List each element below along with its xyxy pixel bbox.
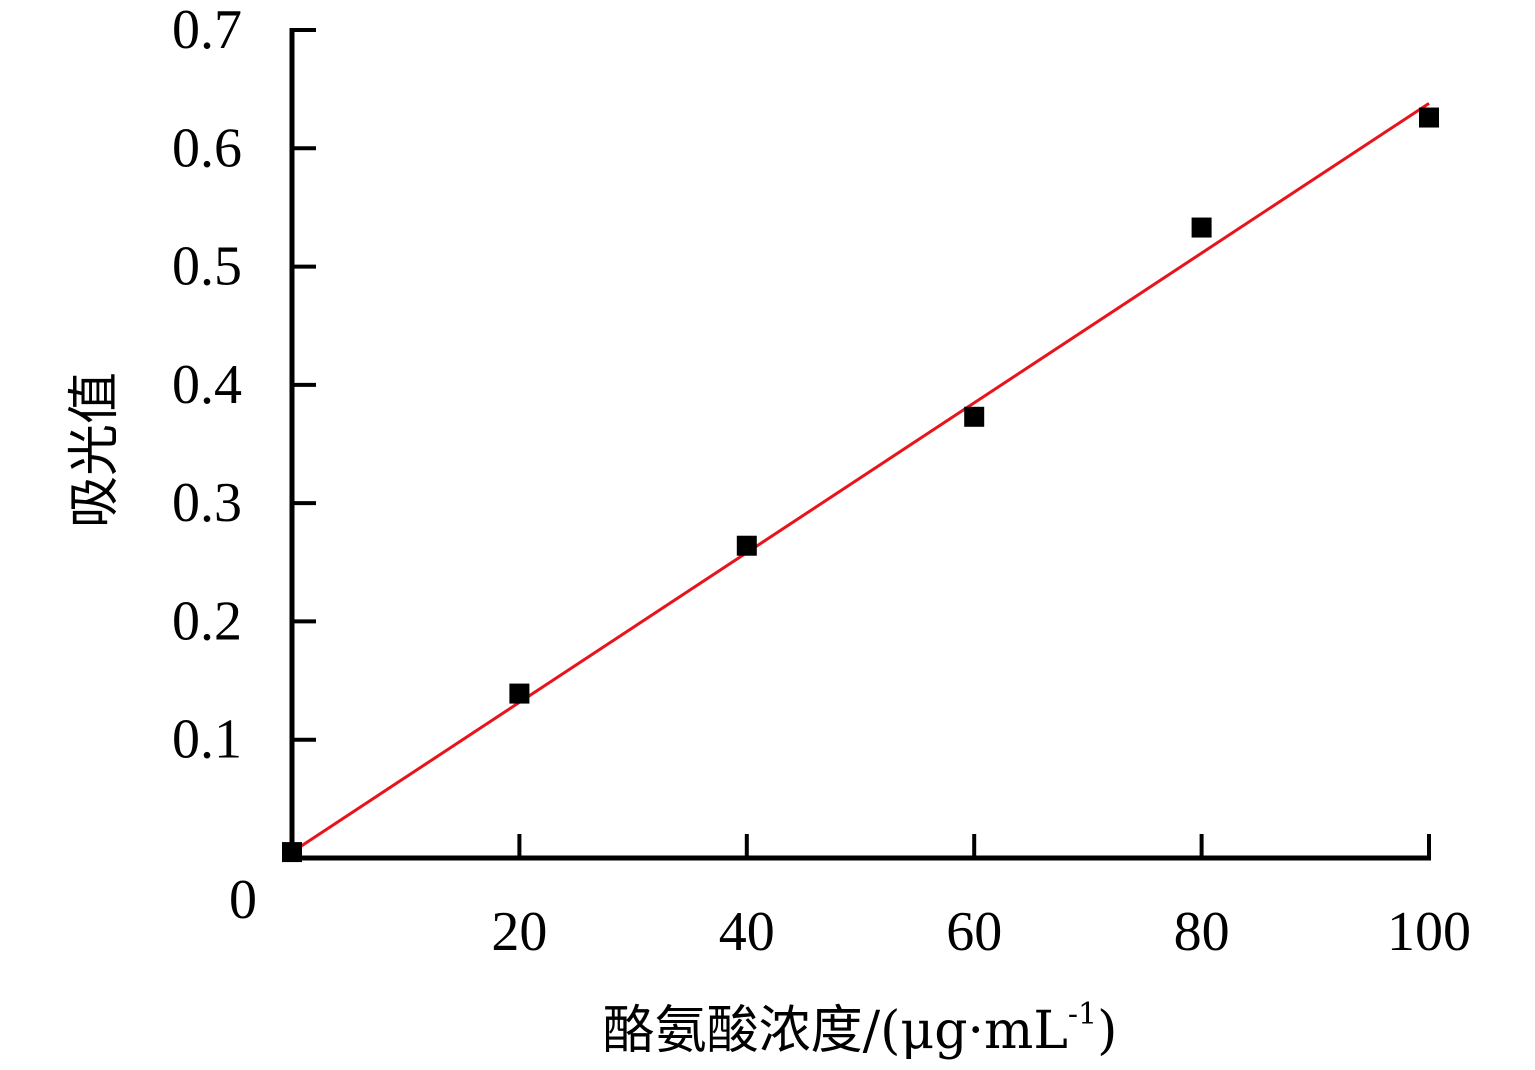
fit-line [291, 102, 1430, 854]
y-tick-label: 0.5 [172, 236, 242, 298]
x-tick-label: 80 [1174, 901, 1230, 963]
data-point [1191, 217, 1212, 238]
data-point [736, 535, 757, 556]
x-tick-label: 40 [719, 901, 775, 963]
origin-label: 0 [229, 869, 257, 931]
x-axis-title: 酪氨酸浓度/(μg·mL-1) [603, 997, 1118, 1061]
x-tick-label: 60 [946, 901, 1002, 963]
y-axis-title: 吸光值 [65, 372, 125, 528]
y-tick-label: 0.3 [172, 472, 242, 534]
x-tick-label: 20 [491, 901, 547, 963]
y-tick-label: 0.4 [172, 354, 242, 416]
data-point [1419, 107, 1439, 128]
data-point [282, 842, 302, 863]
y-tick-label: 0.7 [172, 0, 242, 61]
y-tick-label: 0.1 [172, 709, 242, 771]
axes [289, 28, 1431, 861]
data-point [509, 683, 530, 704]
y-tick-label: 0.2 [172, 590, 242, 652]
ticks: 0.1 0.2 0.3 0.4 0.5 0.6 0.7 20 40 60 80 100 [172, 0, 1471, 963]
data-points [282, 107, 1439, 863]
data-point [964, 406, 985, 427]
fit-line-group [291, 102, 1430, 854]
x-tick-label: 100 [1387, 901, 1471, 963]
y-tick-label: 0.6 [172, 117, 242, 179]
